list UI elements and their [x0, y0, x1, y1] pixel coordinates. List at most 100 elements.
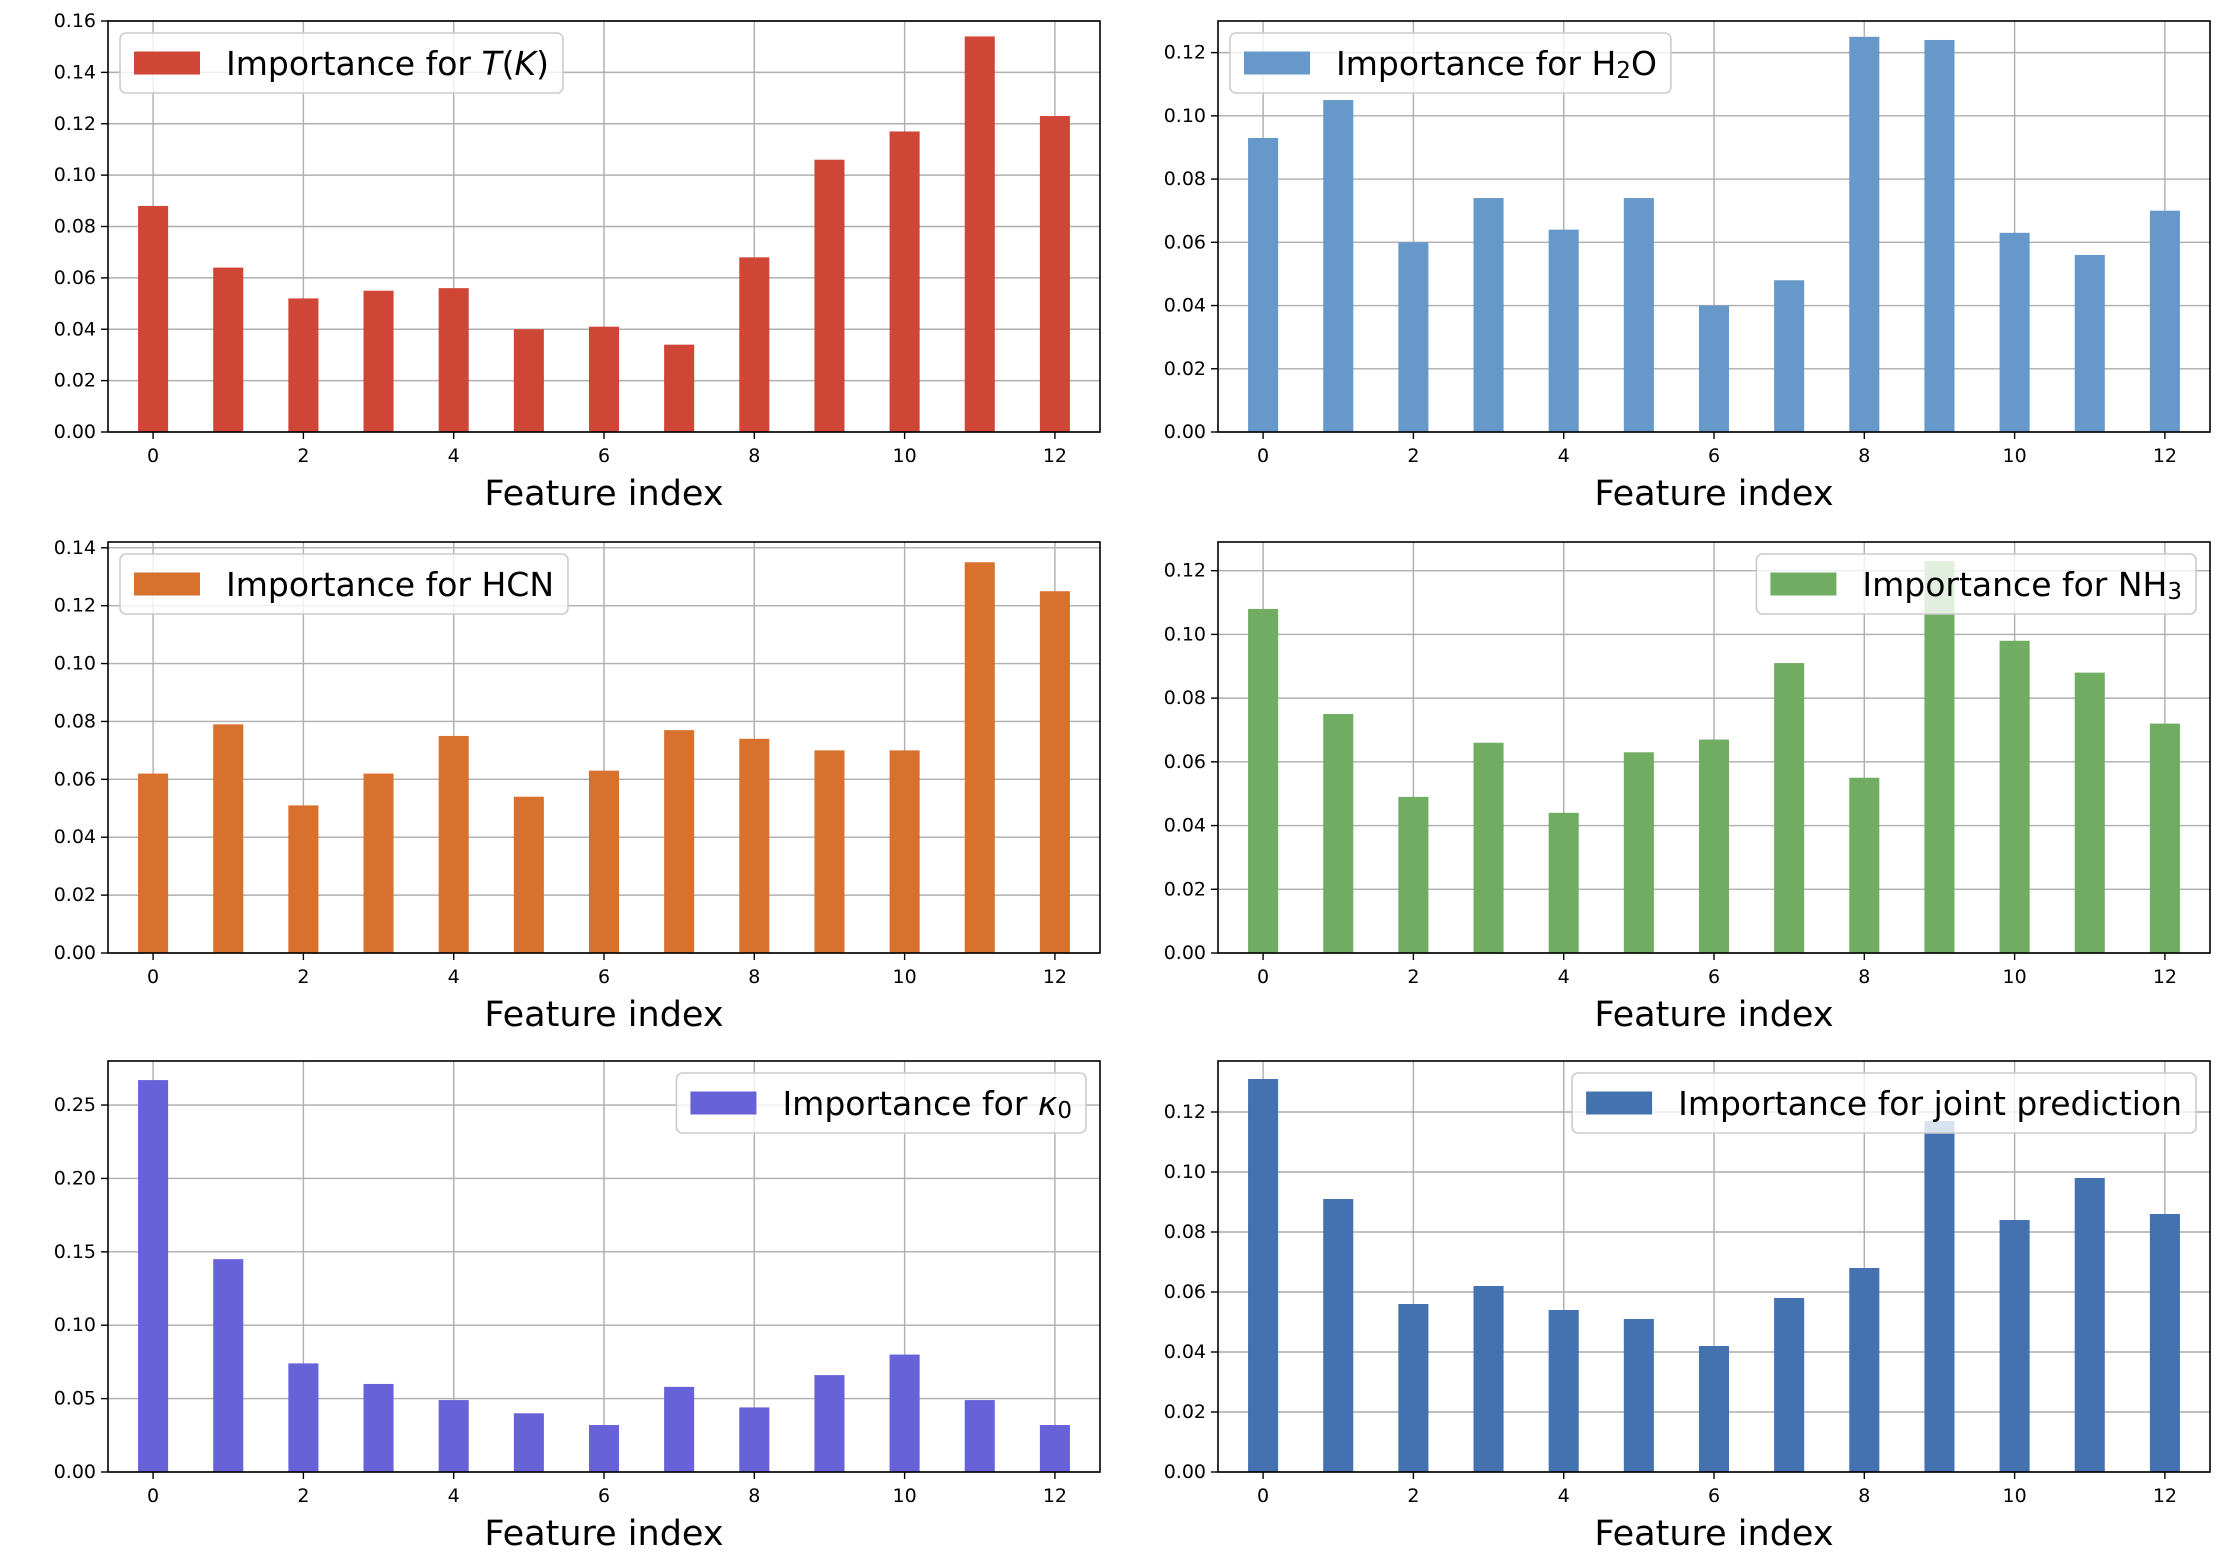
x-tick-label: 6: [598, 445, 610, 467]
y-tick-label: 0.00: [54, 942, 96, 964]
x-tick-label: 8: [1858, 966, 1870, 988]
x-tick-label: 2: [1407, 966, 1419, 988]
bar: [739, 738, 770, 953]
legend-frame: [119, 553, 569, 615]
x-tick-label: 8: [748, 1485, 760, 1507]
bar: [1623, 198, 1654, 432]
x-tick-label: 4: [1558, 445, 1570, 467]
bar: [363, 290, 394, 432]
legend-chem-base: NH: [2118, 565, 2168, 604]
bar: [288, 298, 319, 432]
y-tick-label: 0.15: [54, 1241, 96, 1263]
bar: [664, 1386, 695, 1472]
legend-kappa: κ: [1038, 1084, 1058, 1123]
x-tick-label: 12: [2153, 966, 2177, 988]
legend: Importance for NH3: [1755, 553, 2197, 615]
x-tick-label: 12: [1043, 1485, 1067, 1507]
y-tick-label: 0.10: [54, 653, 96, 675]
bar: [1473, 198, 1504, 432]
legend-math-close: ): [536, 44, 549, 83]
bar: [213, 267, 244, 432]
y-tick-label: 0.12: [1164, 42, 1206, 64]
x-tick-label: 8: [1858, 1485, 1870, 1507]
chart-panel-2: 0.00 0.02 0.04 0.06 0.08 0.10 0.12 0 2 4 6 8 10 12 Fea…: [1164, 20, 2211, 514]
bar: [363, 773, 394, 953]
legend-label: Importance for T(K): [226, 44, 549, 83]
bar: [889, 750, 920, 953]
bar: [1698, 1346, 1730, 1472]
bar: [814, 159, 845, 432]
bar: [2074, 672, 2105, 953]
legend: Importance for T(K): [119, 32, 564, 94]
legend-label: Importance for H2O: [1336, 44, 1657, 85]
bar: [1473, 1286, 1504, 1472]
legend-chem-subscript: 3: [2167, 579, 2182, 605]
y-axis: 0.00 0.02 0.04 0.06 0.08 0.10 0.12: [1164, 1101, 1218, 1483]
bar: [739, 1407, 770, 1472]
bars: [138, 1080, 1070, 1472]
bar: [1924, 561, 1955, 953]
x-axis: 0 2 4 6 8 10 12: [147, 953, 1067, 988]
y-tick-label: 0.06: [54, 768, 96, 790]
x-tick-label: 12: [2153, 1485, 2177, 1507]
x-axis-label: Feature index: [484, 1514, 723, 1554]
x-tick-label: 2: [297, 1485, 309, 1507]
legend-swatch: [134, 572, 200, 596]
y-tick-label: 0.04: [54, 318, 96, 340]
legend-swatch: [690, 1091, 757, 1115]
legend: Importance for H2O: [1229, 32, 1672, 94]
y-tick-label: 0.06: [1164, 1281, 1206, 1303]
bar: [1849, 777, 1880, 953]
chart-panel-4: 0.00 0.02 0.04 0.06 0.08 0.10 0.12 0 2 4 6 8 10 12 Fea…: [1164, 541, 2211, 1035]
x-tick-label: 6: [598, 966, 610, 988]
bar: [1039, 116, 1070, 432]
legend-prefix: Importance for: [1862, 565, 2117, 604]
y-tick-label: 0.05: [54, 1388, 96, 1410]
bar: [1999, 1220, 2030, 1472]
bar: [2074, 254, 2105, 432]
x-tick-label: 2: [297, 445, 309, 467]
bar: [588, 770, 620, 953]
bar: [889, 1354, 920, 1472]
legend-name: joint prediction: [1933, 1084, 2182, 1123]
bar: [1548, 229, 1579, 432]
y-tick-label: 0.02: [1164, 878, 1206, 900]
bar: [438, 735, 469, 953]
legend-prefix: Importance for: [1678, 1084, 1933, 1123]
y-tick-label: 0.06: [54, 267, 96, 289]
chart-panel-5: 0.00 0.05 0.10 0.15 0.20 0.25 0 2 4 6 8 10 12 Feature…: [54, 1060, 1101, 1554]
chart-panel-3: 0.00 0.02 0.04 0.06 0.08 0.10 0.12 0.14 0 2 4 6 8 10 1…: [54, 537, 1101, 1035]
bars: [138, 562, 1070, 953]
y-tick-label: 0.08: [1164, 1221, 1206, 1243]
y-tick-label: 0.06: [1164, 751, 1206, 773]
x-tick-label: 0: [147, 1485, 159, 1507]
x-tick-label: 10: [893, 966, 917, 988]
x-tick-label: 4: [448, 966, 460, 988]
bar: [664, 344, 695, 432]
bar: [1548, 812, 1579, 953]
bars: [138, 36, 1070, 433]
legend-frame: [119, 32, 564, 94]
y-tick-label: 0.10: [1164, 1161, 1206, 1183]
y-tick-label: 0.06: [1164, 231, 1206, 253]
y-tick-label: 0.00: [1164, 942, 1206, 964]
bar: [513, 1413, 544, 1472]
bar: [2149, 1214, 2180, 1472]
y-tick-label: 0.25: [54, 1094, 96, 1116]
y-axis: 0.00 0.05 0.10 0.15 0.20 0.25: [54, 1094, 108, 1483]
bar: [138, 205, 169, 432]
y-tick-label: 0.12: [1164, 560, 1206, 582]
y-tick-label: 0.16: [54, 10, 96, 32]
x-tick-label: 10: [2003, 445, 2027, 467]
bar: [739, 257, 770, 432]
bar: [588, 1425, 620, 1472]
y-tick-label: 0.08: [54, 216, 96, 238]
x-axis: 0 2 4 6 8 10 12: [1257, 432, 2177, 467]
bar: [1248, 608, 1279, 953]
bar: [889, 131, 920, 433]
bar: [964, 1400, 995, 1472]
legend-math-t: T: [481, 44, 504, 83]
x-tick-label: 10: [2003, 1485, 2027, 1507]
y-tick-label: 0.10: [54, 164, 96, 186]
x-tick-label: 6: [1708, 966, 1720, 988]
